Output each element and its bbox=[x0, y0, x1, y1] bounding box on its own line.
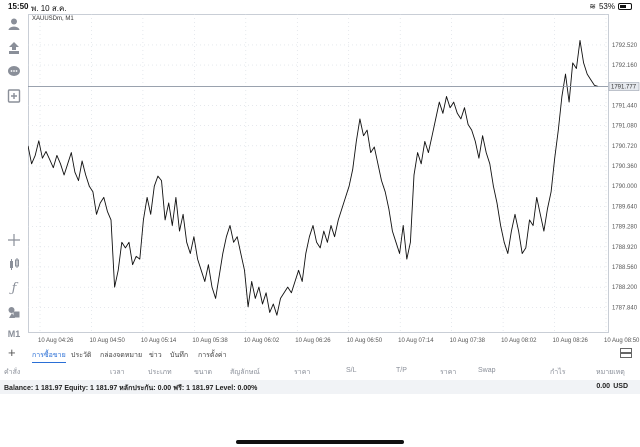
price-chart[interactable]: XAUUSDm, M1 1792.520 1792.160 1791.440 1791… bbox=[28, 14, 640, 344]
symbol-label: XAUUSDm, M1 bbox=[32, 16, 74, 22]
x-tick-label: 10 Aug 05:14 bbox=[141, 338, 177, 344]
status-time: 15:50 bbox=[8, 2, 29, 11]
chat-icon[interactable] bbox=[6, 64, 22, 80]
add-icon[interactable]: + bbox=[8, 345, 16, 360]
y-tick-label: 1789.640 bbox=[612, 204, 638, 210]
x-tick-label: 10 Aug 07:38 bbox=[450, 338, 486, 344]
wifi-icon: ≋ bbox=[589, 2, 596, 11]
col-swap: Swap bbox=[478, 367, 496, 374]
current-price-line: 1791.777 bbox=[28, 82, 640, 91]
account-summary: Balance: 1 181.97 Equity: 1 181.97 หลักป… bbox=[4, 385, 258, 392]
x-tick-label: 10 Aug 04:26 bbox=[38, 338, 74, 344]
x-tick-label: 10 Aug 07:14 bbox=[398, 338, 434, 344]
crosshair-icon[interactable] bbox=[6, 232, 22, 248]
col-price: ราคา bbox=[294, 369, 311, 376]
col-volume: ขนาด bbox=[194, 369, 213, 376]
y-tick-label: 1792.160 bbox=[612, 63, 638, 69]
col-sl: S/L bbox=[346, 367, 357, 374]
tab-history[interactable]: ประวัติ bbox=[71, 352, 92, 359]
terminal-tabs: + การซื้อขาย ประวัติ กล่องจดหมาย ข่าว บั… bbox=[0, 345, 640, 363]
col-time: เวลา bbox=[110, 369, 125, 376]
y-tick-label: 1790.360 bbox=[612, 164, 638, 170]
y-tick-label: 1788.200 bbox=[612, 285, 638, 291]
orders-table-header: คำสั่ง เวลา ประเภท ขนาด สัญลักษณ์ ราคา S… bbox=[0, 364, 640, 378]
x-tick-label: 10 Aug 06:02 bbox=[244, 338, 280, 344]
y-tick-label: 1789.280 bbox=[612, 225, 638, 231]
status-date: พ. 10 ส.ค. bbox=[31, 4, 67, 13]
x-axis: 10 Aug 04:26 10 Aug 04:50 10 Aug 05:14 10 A… bbox=[38, 338, 640, 344]
tab-settings[interactable]: การตั้งค่า bbox=[198, 352, 227, 359]
y-tick-label: 1792.520 bbox=[612, 43, 638, 49]
y-tick-label: 1791.440 bbox=[612, 103, 638, 109]
chart-type-icon[interactable] bbox=[6, 256, 22, 272]
tab-journal[interactable]: บันทึก bbox=[170, 352, 189, 359]
battery-icon bbox=[618, 3, 632, 10]
home-indicator bbox=[236, 440, 404, 444]
y-tick-label: 1787.840 bbox=[612, 305, 638, 311]
y-tick-label: 1790.720 bbox=[612, 144, 638, 150]
col-comment: หมายเหตุ bbox=[596, 369, 625, 376]
left-toolbar: ƒ M1 bbox=[0, 14, 28, 344]
status-bar: 15:50 พ. 10 ส.ค. ≋ 53% bbox=[0, 0, 640, 14]
tab-trade[interactable]: การซื้อขาย bbox=[32, 350, 66, 363]
x-tick-label: 10 Aug 08:50 bbox=[604, 338, 640, 344]
account-icon[interactable] bbox=[6, 16, 22, 32]
indicator-icon[interactable]: ƒ bbox=[11, 280, 17, 296]
price-series bbox=[28, 39, 599, 316]
x-tick-label: 10 Aug 06:26 bbox=[295, 338, 331, 344]
col-order: คำสั่ง bbox=[4, 369, 21, 376]
current-price-label: 1791.777 bbox=[611, 85, 637, 91]
trade-icon[interactable] bbox=[6, 40, 22, 56]
x-tick-label: 10 Aug 04:50 bbox=[89, 338, 125, 344]
tab-mailbox[interactable]: กล่องจดหมาย bbox=[100, 352, 143, 359]
new-order-icon[interactable] bbox=[6, 88, 22, 104]
col-symbol: สัญลักษณ์ bbox=[230, 369, 260, 376]
plot-frame bbox=[28, 14, 609, 333]
x-tick-label: 10 Aug 06:50 bbox=[347, 338, 383, 344]
x-tick-label: 10 Aug 08:02 bbox=[501, 338, 537, 344]
price-line bbox=[28, 39, 599, 316]
layout-icon[interactable] bbox=[620, 348, 632, 358]
x-tick-label: 10 Aug 05:38 bbox=[192, 338, 228, 344]
y-tick-label: 1791.080 bbox=[612, 124, 638, 130]
col-profit: กำไร bbox=[550, 369, 566, 376]
status-right: ≋ 53% bbox=[589, 2, 632, 11]
y-tick-label: 1790.000 bbox=[612, 184, 638, 190]
battery-percent: 53% bbox=[598, 2, 615, 11]
x-tick-label: 10 Aug 08:26 bbox=[553, 338, 589, 344]
y-tick-label: 1788.560 bbox=[612, 265, 638, 271]
objects-icon[interactable] bbox=[6, 304, 22, 320]
y-tick-label: 1788.920 bbox=[612, 245, 638, 251]
col-current-price: ราคา bbox=[440, 369, 457, 376]
tab-news[interactable]: ข่าว bbox=[149, 352, 162, 359]
account-summary-row: Balance: 1 181.97 Equity: 1 181.97 หลักป… bbox=[0, 380, 640, 394]
timeframe-button[interactable]: M1 bbox=[7, 329, 21, 339]
col-type: ประเภท bbox=[148, 369, 172, 376]
current-price-tag bbox=[608, 82, 640, 91]
currency: USD bbox=[613, 383, 628, 390]
total-profit: 0.00 bbox=[596, 383, 610, 390]
y-axis: 1792.520 1792.160 1791.440 1791.080 1790.720… bbox=[612, 43, 638, 311]
col-tp: T/P bbox=[396, 367, 407, 374]
